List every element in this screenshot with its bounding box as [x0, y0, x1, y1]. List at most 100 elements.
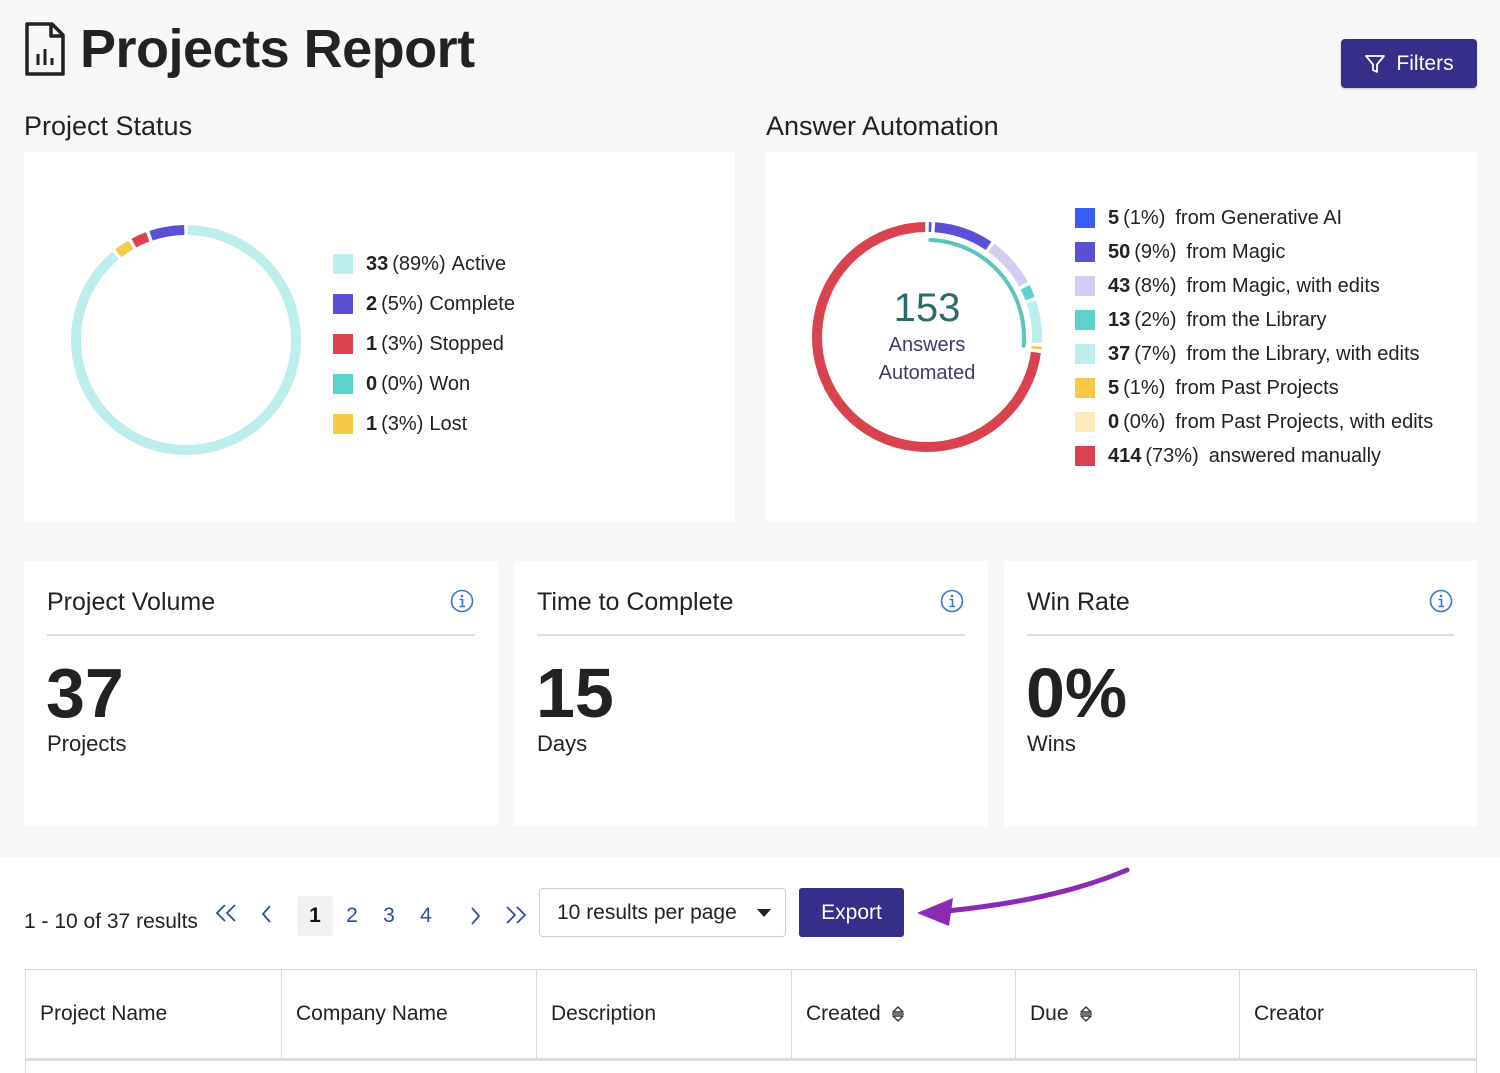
filter-icon	[1365, 54, 1386, 73]
column-label: Description	[551, 1002, 657, 1025]
column-header-created[interactable]: Created	[792, 970, 1016, 1058]
legend-swatch	[333, 254, 353, 274]
donut-center: 153 Answers Automated	[848, 286, 1006, 387]
sort-icon[interactable]	[891, 1005, 905, 1023]
legend-count: 37	[1108, 342, 1131, 365]
filters-button[interactable]: Filters	[1341, 39, 1477, 88]
column-header-company-name[interactable]: Company Name	[282, 970, 537, 1058]
legend-swatch	[333, 374, 353, 394]
legend-count: 0	[366, 372, 378, 395]
filters-button-label: Filters	[1396, 51, 1454, 75]
divider	[47, 634, 475, 636]
legend-percent: (3%)	[381, 332, 424, 355]
donut-segment-stopped	[131, 232, 150, 248]
export-button[interactable]: Export	[799, 888, 904, 937]
legend-swatch	[1075, 276, 1095, 296]
column-label: Creator	[1254, 1002, 1325, 1025]
legend-count: 0	[1108, 410, 1120, 433]
legend-item-generative-ai: 5 (1%) from Generative AI	[1075, 201, 1433, 235]
legend-percent: (89%)	[392, 252, 446, 275]
sort-icon[interactable]	[1079, 1005, 1093, 1023]
metric-unit: Days	[537, 731, 588, 756]
legend-label: from the Library, with edits	[1186, 342, 1420, 365]
legend-count: 33	[366, 252, 389, 275]
info-icon[interactable]	[940, 589, 964, 613]
legend-count: 13	[1108, 308, 1131, 331]
legend-percent: (0%)	[1123, 410, 1166, 433]
legend-count: 1	[366, 332, 378, 355]
legend-label: answered manually	[1208, 444, 1382, 467]
column-label: Created	[806, 1002, 881, 1025]
legend-swatch	[1075, 310, 1095, 330]
legend-item-past-projects: 5 (1%) from Past Projects	[1075, 371, 1433, 405]
time-to-complete-card: Time to Complete 15 Days	[514, 561, 988, 826]
legend-percent: (73%)	[1145, 444, 1199, 467]
project-status-heading: Project Status	[24, 111, 193, 141]
answers-automated-count: 153	[893, 286, 961, 330]
metric-title: Win Rate	[1027, 588, 1130, 616]
page-4[interactable]: 4	[420, 904, 432, 927]
legend-swatch	[333, 414, 353, 434]
answer-automation-card: 153 Answers Automated 5 (1%) from Genera…	[766, 152, 1477, 522]
legend-swatch	[1075, 344, 1095, 364]
page-3[interactable]: 3	[383, 904, 395, 927]
page-1[interactable]: 1	[297, 896, 333, 936]
donut-segment-complete	[149, 225, 185, 241]
column-header-due[interactable]: Due	[1016, 970, 1240, 1058]
page-title: Projects Report	[80, 19, 475, 79]
legend-swatch	[1075, 446, 1095, 466]
prev-page-icon[interactable]	[258, 902, 276, 926]
results-per-page-value: 10 results per page	[557, 900, 737, 924]
donut-segment-from-magic-with-edits	[988, 243, 1028, 287]
legend-item-magic: 50 (9%) from Magic	[1075, 235, 1433, 269]
donut-segment-answered-manually	[812, 222, 1041, 452]
report-document-icon	[25, 22, 65, 76]
info-icon[interactable]	[450, 589, 474, 613]
legend-count: 1	[366, 412, 378, 435]
legend-item-past-projects-edits: 0 (0%) from Past Projects, with edits	[1075, 405, 1433, 439]
column-header-creator[interactable]: Creator	[1240, 970, 1477, 1058]
first-page-icon[interactable]	[213, 902, 241, 926]
legend-percent: (3%)	[381, 412, 424, 435]
metric-value: 0%	[1026, 654, 1128, 732]
legend-item-library: 13 (2%) from the Library	[1075, 303, 1433, 337]
answers-automated-label-line1: Answers	[888, 334, 966, 356]
last-page-icon[interactable]	[502, 904, 530, 928]
legend-swatch	[1075, 242, 1095, 262]
results-per-page-select[interactable]: 10 results per page	[539, 888, 786, 937]
project-volume-card: Project Volume 37 Projects	[24, 561, 498, 826]
legend-count: 50	[1108, 240, 1131, 263]
legend-item-manual: 414 (73%) answered manually	[1075, 439, 1433, 473]
legend-percent: (0%)	[381, 372, 424, 395]
donut-segment-from-magic	[934, 222, 992, 251]
header-divider	[26, 1058, 1476, 1061]
column-label: Due	[1030, 1002, 1069, 1025]
metric-unit: Wins	[1027, 731, 1076, 756]
next-page-icon[interactable]	[466, 904, 484, 928]
legend-percent: (7%)	[1134, 342, 1177, 365]
column-header-project-name[interactable]: Project Name	[26, 970, 282, 1058]
info-icon[interactable]	[1429, 589, 1453, 613]
project-status-legend: 33 (89%) Active 2 (5%) Complete 1 (3%) S…	[333, 244, 515, 444]
legend-item-library-edits: 37 (7%) from the Library, with edits	[1075, 337, 1433, 371]
page-2[interactable]: 2	[346, 904, 358, 927]
legend-count: 5	[1108, 206, 1120, 229]
project-status-card: 33 (89%) Active 2 (5%) Complete 1 (3%) S…	[24, 152, 735, 522]
legend-item-stopped: 1 (3%) Stopped	[333, 324, 515, 364]
metric-title: Project Volume	[47, 588, 216, 616]
legend-label: from the Library	[1186, 308, 1327, 331]
legend-label: Active	[451, 252, 507, 275]
legend-count: 414	[1108, 444, 1142, 467]
projects-table: Project Name Company Name Description Cr…	[25, 969, 1477, 1073]
annotation-arrow-icon	[917, 867, 1130, 926]
legend-item-complete: 2 (5%) Complete	[333, 284, 515, 324]
column-header-description[interactable]: Description	[537, 970, 792, 1058]
answer-automation-heading: Answer Automation	[766, 111, 999, 141]
legend-item-lost: 1 (3%) Lost	[333, 404, 515, 444]
results-summary: 1 - 10 of 37 results	[24, 910, 198, 933]
column-label: Company Name	[296, 1002, 448, 1025]
legend-percent: (2%)	[1134, 308, 1177, 331]
legend-swatch	[1075, 378, 1095, 398]
legend-label: from Generative AI	[1175, 206, 1343, 229]
legend-label: from Magic	[1186, 240, 1286, 263]
